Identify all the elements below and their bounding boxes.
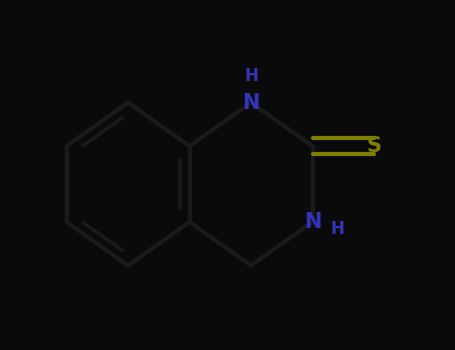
Text: N: N — [304, 212, 321, 232]
Text: H: H — [331, 220, 345, 238]
Text: S: S — [367, 136, 382, 156]
Text: N: N — [243, 93, 260, 113]
Text: H: H — [244, 66, 258, 84]
